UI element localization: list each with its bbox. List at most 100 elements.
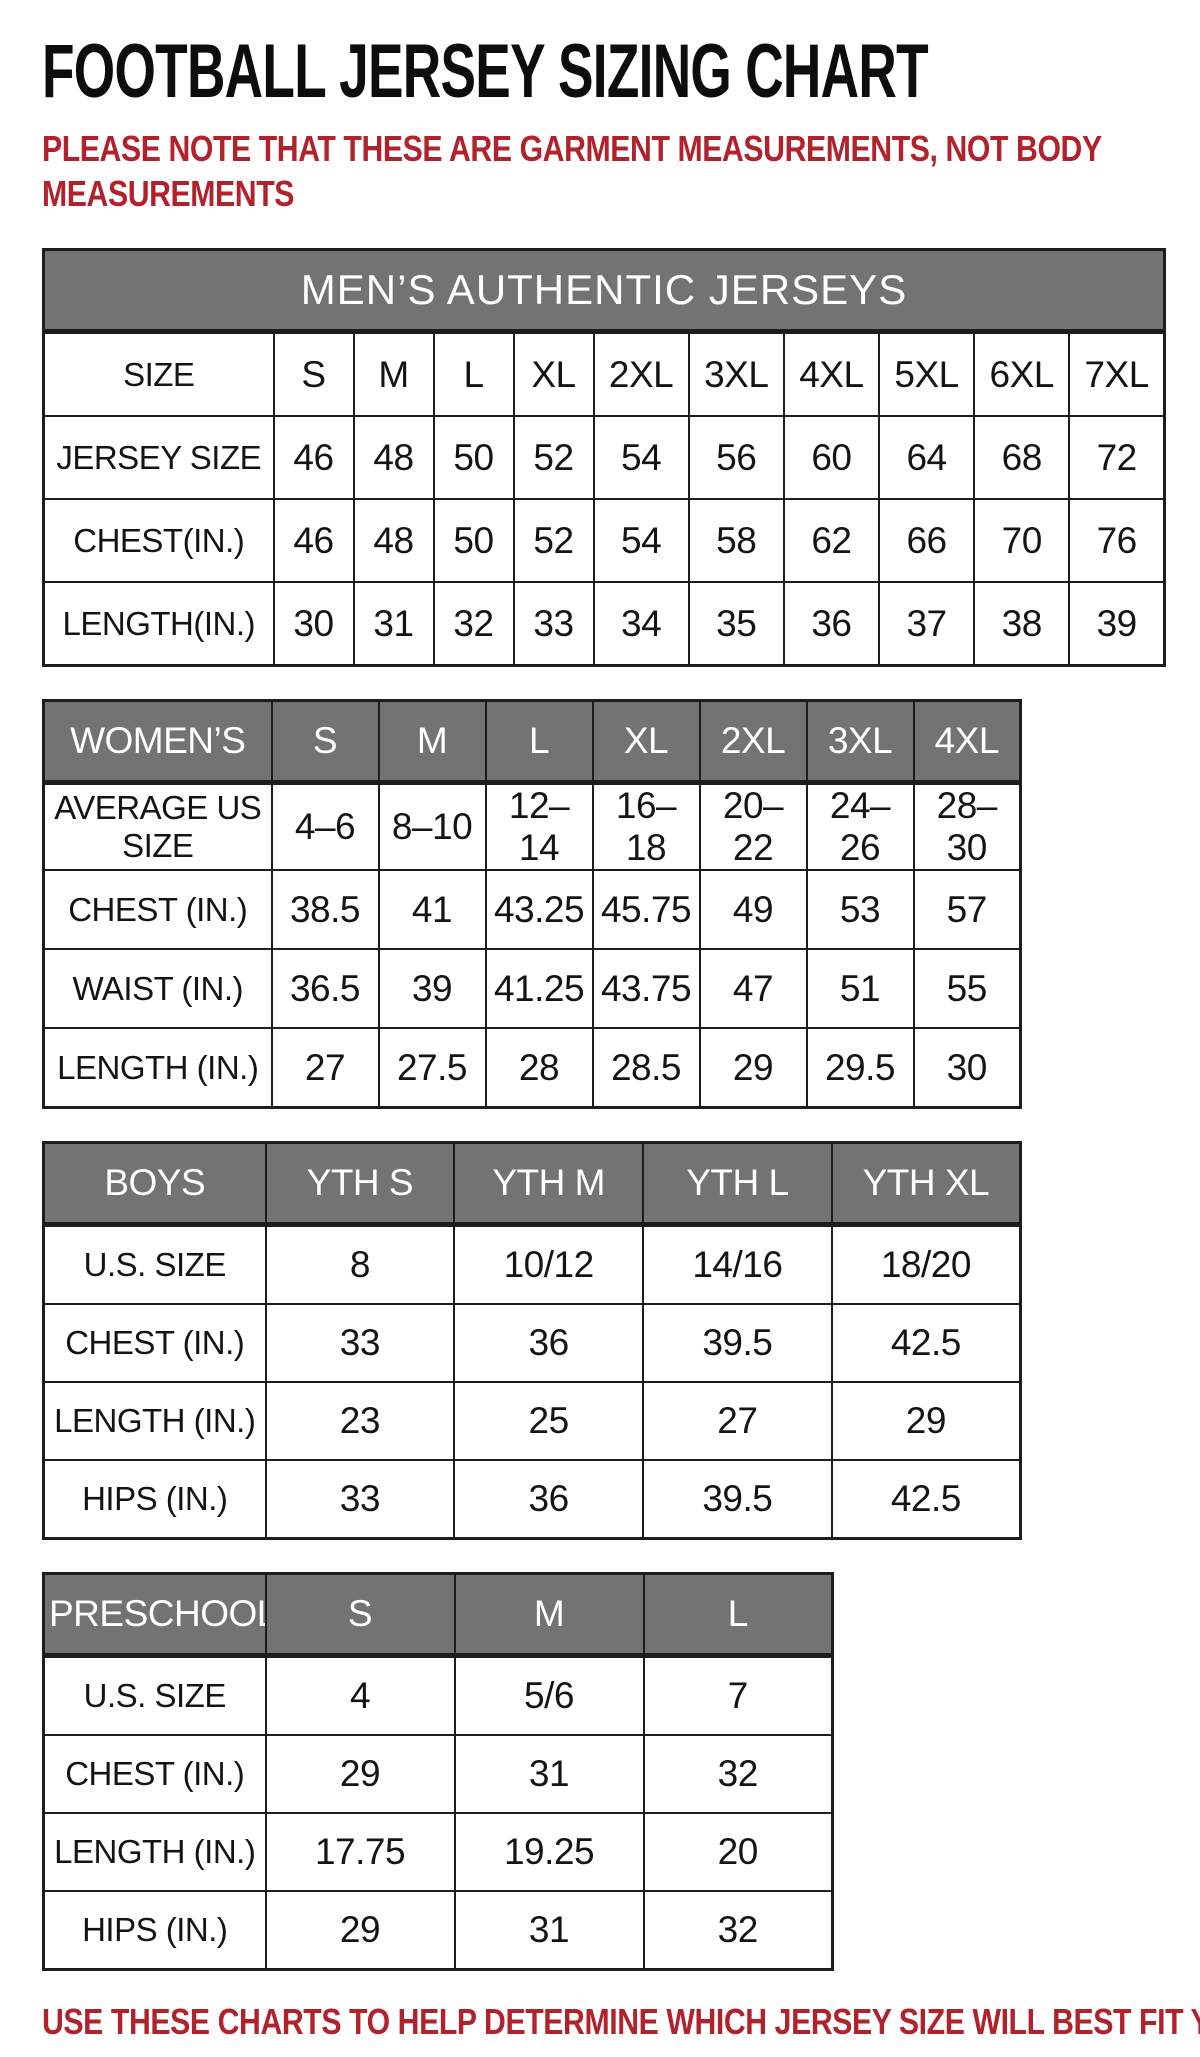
size-cell: 30: [912, 1027, 1022, 1109]
size-cell: 42.5: [830, 1303, 1022, 1383]
size-cell: 31: [352, 581, 435, 667]
size-cell: 29: [698, 1027, 808, 1109]
column-header: 2XL: [698, 699, 808, 785]
size-cell: 4: [264, 1654, 456, 1736]
row-label: SIZE: [42, 330, 275, 417]
size-cell: 3XL: [687, 330, 785, 417]
size-cell: 70: [973, 498, 1071, 583]
table-row: CHEST(IN.) 46 48 50 52 54 58 62 66 70 76: [42, 498, 1166, 583]
table-row: LENGTH (IN.) 23 25 27 29: [42, 1381, 1022, 1461]
table-row: SIZE S M L XL 2XL 3XL 4XL 5XL 6XL 7XL: [42, 330, 1166, 417]
column-header: YTH M: [453, 1141, 644, 1227]
size-cell: 25: [453, 1381, 644, 1461]
row-label: CHEST (IN.): [42, 869, 273, 950]
size-cell: 68: [973, 415, 1071, 500]
row-label: LENGTH (IN.): [42, 1027, 273, 1109]
table-row: LENGTH (IN.) 27 27.5 28 28.5 29 29.5 30: [42, 1027, 1022, 1109]
column-header: YTH L: [642, 1141, 833, 1227]
table-row: U.S. SIZE 8 10/12 14/16 18/20: [42, 1223, 1022, 1305]
size-cell: 76: [1068, 498, 1166, 583]
preschool-sizing-table: PRESCHOOL S M L U.S. SIZE 4 5/6 7 CHEST (IN.) 29 3…: [42, 1572, 834, 1971]
column-header: 3XL: [805, 699, 915, 785]
size-cell: 17.75: [264, 1812, 456, 1892]
size-cell: 27.5: [377, 1027, 487, 1109]
size-cell: 52: [512, 415, 595, 500]
row-label: HIPS (IN.): [42, 1890, 267, 1971]
size-cell: 48: [352, 415, 435, 500]
size-cell: 48: [352, 498, 435, 583]
size-cell: 33: [264, 1459, 456, 1540]
table-row: LENGTH (IN.) 17.75 19.25 20: [42, 1812, 834, 1892]
boys-header-label: BOYS: [42, 1141, 267, 1227]
size-cell: 7: [642, 1654, 834, 1736]
preschool-header-label: PRESCHOOL: [42, 1572, 267, 1658]
boys-sizing-table: BOYS YTH S YTH M YTH L YTH XL U.S. SIZE 8 10/12…: [42, 1141, 1022, 1540]
size-cell: 52: [512, 498, 595, 583]
size-cell: 20: [642, 1812, 834, 1892]
table-row: HIPS (IN.) 29 31 32: [42, 1890, 834, 1971]
table-row: CHEST (IN.) 38.5 41 43.25 45.75 49 53 57: [42, 869, 1022, 950]
table-row: HIPS (IN.) 33 36 39.5 42.5: [42, 1459, 1022, 1540]
size-cell: M: [352, 330, 435, 417]
size-cell: 29: [264, 1734, 456, 1814]
row-label: LENGTH (IN.): [42, 1812, 267, 1892]
size-cell: 30: [272, 581, 355, 667]
size-cell: 50: [432, 415, 515, 500]
column-header: YTH XL: [830, 1141, 1022, 1227]
mens-authentic-jerseys-table: MEN’S AUTHENTIC JERSEYS SIZE S M L XL 2XL 3XL 4X…: [42, 248, 1166, 667]
size-cell: 29: [830, 1381, 1022, 1461]
row-label: CHEST (IN.): [42, 1734, 267, 1814]
size-cell: 66: [877, 498, 976, 583]
size-cell: 60: [782, 415, 880, 500]
size-cell: 4XL: [782, 330, 880, 417]
size-cell: 12–14: [484, 781, 594, 871]
row-label: CHEST (IN.): [42, 1303, 267, 1383]
size-cell: 10/12: [453, 1223, 644, 1305]
size-cell: 31: [453, 1890, 645, 1971]
size-cell: 72: [1068, 415, 1166, 500]
size-cell: 28: [484, 1027, 594, 1109]
size-cell: 29: [264, 1890, 456, 1971]
size-cell: 7XL: [1068, 330, 1166, 417]
row-label: JERSEY SIZE: [42, 415, 275, 500]
size-cell: 23: [264, 1381, 456, 1461]
row-label: LENGTH (IN.): [42, 1381, 267, 1461]
size-cell: 58: [687, 498, 785, 583]
table-row: CHEST (IN.) 33 36 39.5 42.5: [42, 1303, 1022, 1383]
column-header: S: [264, 1572, 456, 1658]
size-cell: 2XL: [592, 330, 690, 417]
size-cell: 39.5: [642, 1459, 833, 1540]
size-cell: 39: [1068, 581, 1166, 667]
size-cell: S: [272, 330, 355, 417]
size-cell: 32: [432, 581, 515, 667]
size-cell: 8: [264, 1223, 456, 1305]
size-cell: 16–18: [591, 781, 701, 871]
size-cell: 57: [912, 869, 1022, 950]
size-cell: 46: [272, 415, 355, 500]
size-cell: 42.5: [830, 1459, 1022, 1540]
column-header: M: [377, 699, 487, 785]
size-cell: 51: [805, 948, 915, 1029]
column-header: S: [270, 699, 380, 785]
row-label: U.S. SIZE: [42, 1223, 267, 1305]
size-cell: 28–30: [912, 781, 1022, 871]
size-cell: 56: [687, 415, 785, 500]
size-cell: 46: [272, 498, 355, 583]
column-header: XL: [591, 699, 701, 785]
size-cell: 50: [432, 498, 515, 583]
size-cell: 55: [912, 948, 1022, 1029]
size-cell: 32: [642, 1890, 834, 1971]
size-cell: 64: [877, 415, 976, 500]
size-cell: 19.25: [453, 1812, 645, 1892]
size-cell: 41.25: [484, 948, 594, 1029]
size-cell: 28.5: [591, 1027, 701, 1109]
size-cell: 36: [782, 581, 880, 667]
table-row: WAIST (IN.) 36.5 39 41.25 43.75 47 51 55: [42, 948, 1022, 1029]
size-cell: 4–6: [270, 781, 380, 871]
size-cell: 47: [698, 948, 808, 1029]
size-cell: 38: [973, 581, 1071, 667]
table-row: JERSEY SIZE 46 48 50 52 54 56 60 64 68 72: [42, 415, 1166, 500]
row-label: CHEST(IN.): [42, 498, 275, 583]
size-cell: 29.5: [805, 1027, 915, 1109]
